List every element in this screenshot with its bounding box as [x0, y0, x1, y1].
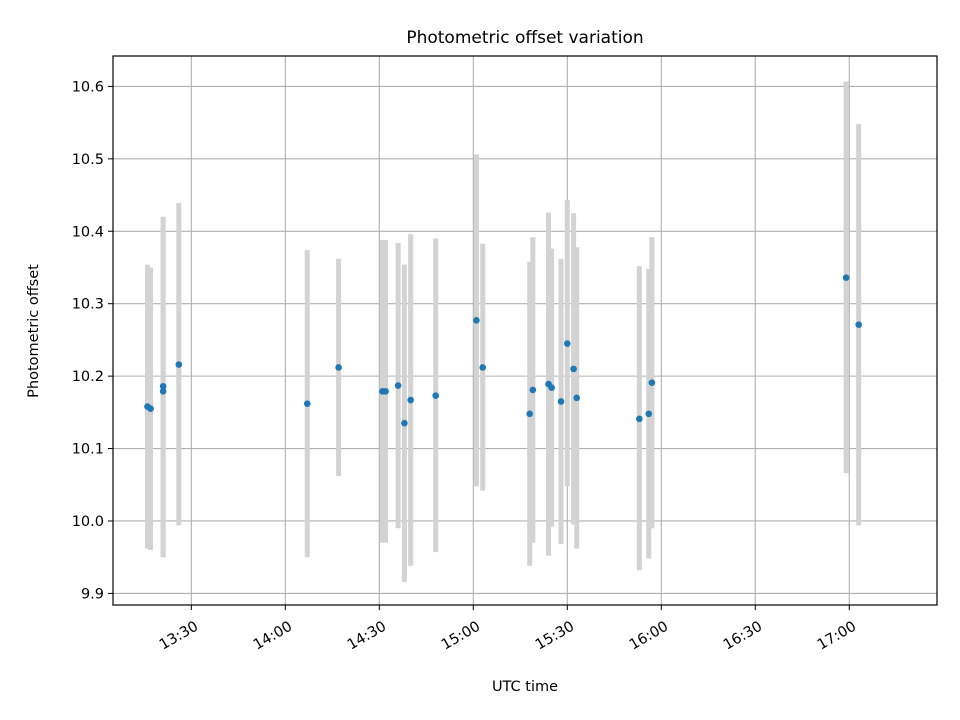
x-axis-label: UTC time — [492, 679, 558, 695]
y-tick-label: 10.4 — [72, 224, 104, 240]
y-tick-label: 9.9 — [81, 586, 104, 602]
x-tick-label: 15:30 — [533, 619, 577, 654]
data-point — [563, 340, 571, 347]
data-point — [570, 365, 577, 373]
x-tick-label: 16:00 — [627, 619, 671, 654]
y-tick-label: 10.6 — [72, 79, 104, 95]
y-tick-label: 10.1 — [72, 442, 104, 458]
x-tick-label: 16:30 — [721, 619, 765, 654]
data-point — [636, 415, 643, 423]
y-tick-label: 10.2 — [72, 369, 104, 385]
data-point — [842, 274, 850, 281]
data-point — [432, 392, 440, 399]
data-point — [382, 388, 389, 395]
data-point — [335, 364, 342, 371]
x-tick-label: 14:00 — [251, 619, 295, 654]
data-point — [394, 382, 402, 389]
data-point — [573, 394, 580, 402]
data-point — [855, 321, 862, 329]
data-point — [175, 361, 183, 368]
y-tick-label: 10.3 — [72, 297, 104, 313]
data-point — [407, 396, 414, 404]
data-point — [529, 386, 537, 394]
x-tick-label: 13:30 — [157, 619, 201, 654]
data-point — [159, 382, 167, 390]
y-tick-label: 10.5 — [72, 152, 104, 168]
data-point — [147, 405, 154, 413]
chart-title: Photometric offset variation — [406, 28, 643, 48]
data-point — [473, 317, 480, 324]
data-point — [159, 388, 167, 395]
plot-frame — [112, 55, 938, 606]
data-point — [548, 384, 555, 392]
x-tick-label: 17:00 — [815, 619, 859, 654]
x-axis: 13:30 14:00 14:30 15:00 15:30 16:00 16:30 17:00 — [157, 605, 859, 653]
error-bars — [144, 81, 862, 582]
data-point — [303, 400, 311, 407]
data-point — [526, 410, 533, 418]
x-tick-label: 15:00 — [439, 619, 483, 654]
y-axis-label: Photometric offset — [26, 264, 42, 398]
data-point — [401, 419, 408, 427]
data-point — [557, 398, 565, 405]
data-point — [479, 364, 487, 371]
data-point — [645, 410, 653, 418]
data-points — [144, 274, 862, 427]
y-tick-label: 10.0 — [72, 514, 104, 530]
y-axis: 9.9 10.0 10.1 10.2 10.3 10.4 10.5 10.6 — [72, 79, 113, 602]
x-tick-label: 14:30 — [345, 619, 389, 654]
data-point — [648, 379, 656, 386]
grid — [113, 56, 937, 605]
